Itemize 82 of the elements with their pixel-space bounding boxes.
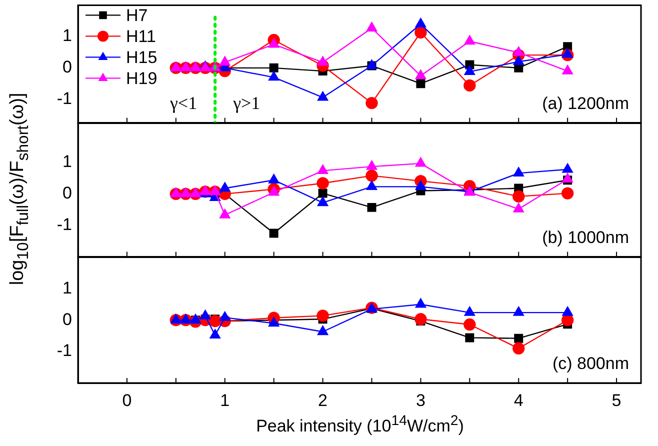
point [513, 46, 524, 56]
point [464, 35, 476, 45]
point [317, 196, 328, 206]
annotation: γ>1 [232, 92, 260, 113]
point [200, 310, 211, 320]
annotation: (b) 1000nm [542, 228, 629, 247]
point [366, 22, 378, 32]
y-tick-label: -1 [56, 215, 72, 234]
annotation: (a) 1200nm [542, 94, 629, 113]
point [366, 180, 378, 190]
point [210, 329, 220, 339]
point [268, 71, 280, 81]
y-tick-label: 0 [62, 184, 72, 203]
point [317, 326, 328, 336]
point [513, 56, 524, 65]
x-tick-label: 2 [318, 390, 328, 410]
point [512, 190, 525, 203]
point [513, 167, 524, 177]
point [562, 64, 573, 74]
y-tick-label: 0 [62, 58, 72, 77]
point [220, 311, 230, 321]
point [562, 163, 573, 173]
point [464, 318, 476, 331]
point [513, 202, 524, 212]
point [464, 306, 476, 316]
point [268, 38, 280, 48]
legend-label: H19 [126, 68, 158, 88]
point [269, 63, 278, 72]
point [561, 187, 574, 200]
point [514, 334, 524, 343]
point [415, 157, 426, 167]
point [464, 79, 476, 92]
point [562, 306, 573, 316]
point [220, 208, 230, 218]
point [318, 188, 328, 198]
point [562, 173, 573, 183]
point [512, 342, 525, 355]
legend-label: H15 [126, 48, 158, 67]
point [269, 228, 278, 238]
x-axis-title: Peak intensity (10$^{14}$W/cm$^{2}$) [255, 413, 465, 437]
point [268, 186, 280, 196]
point [465, 333, 474, 342]
point [367, 202, 376, 212]
y-tick-label: 1 [62, 278, 72, 298]
point [366, 96, 378, 110]
point [414, 313, 427, 326]
point [316, 310, 329, 322]
x-tick-label: 3 [416, 390, 426, 410]
point [464, 66, 476, 76]
point [268, 174, 280, 184]
point [220, 182, 230, 192]
point [220, 56, 230, 66]
point [366, 170, 378, 182]
y-tick-label: 0 [62, 310, 72, 329]
y-tick-label: 1 [62, 152, 72, 172]
point [513, 306, 524, 316]
point [415, 298, 426, 308]
legend-label: H7 [126, 6, 148, 25]
y-tick-label: -1 [56, 88, 72, 108]
x-tick-label: 5 [612, 390, 622, 410]
point [562, 48, 573, 58]
x-tick-label: 4 [514, 390, 524, 410]
legend-label: H11 [126, 26, 156, 46]
point [317, 91, 328, 101]
annotation: (c) 800nm [552, 354, 629, 373]
point [414, 26, 427, 39]
point [210, 186, 220, 196]
point [316, 177, 329, 190]
annotation: γ<1 [168, 92, 198, 113]
x-tick-label: 0 [122, 390, 132, 410]
point [208, 314, 222, 328]
point [416, 79, 426, 88]
point [317, 164, 328, 174]
point [415, 180, 426, 190]
point [415, 18, 426, 28]
x-tick-label: 1 [220, 390, 230, 410]
point [561, 314, 574, 326]
point [415, 70, 426, 80]
y-tick-label: 1 [62, 26, 72, 46]
y-tick-label: -1 [56, 341, 72, 360]
point [317, 56, 328, 66]
point [366, 160, 378, 170]
